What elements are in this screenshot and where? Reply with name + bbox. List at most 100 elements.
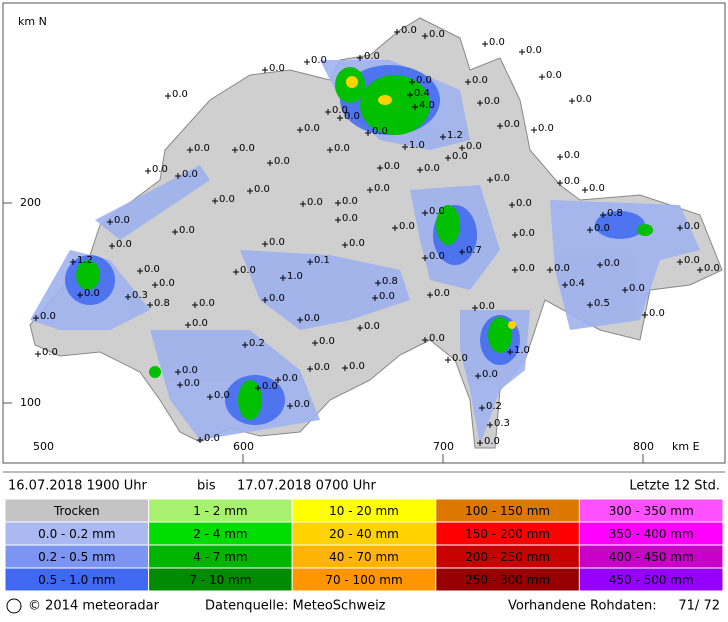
station-marker [365, 130, 371, 136]
station-value: 0.0 [484, 436, 500, 447]
station-value: 0.0 [684, 255, 700, 266]
station-value: 0.0 [429, 206, 445, 217]
station-marker [475, 373, 481, 379]
station-marker [212, 198, 218, 204]
station-marker [77, 292, 83, 298]
station-marker [367, 187, 373, 193]
station-marker [531, 127, 537, 133]
station-value: 4.0 [419, 100, 435, 111]
station-marker [267, 160, 273, 166]
station-value: 0.0 [269, 293, 285, 304]
station-value: 0.0 [564, 150, 580, 161]
station-marker [262, 241, 268, 247]
station-value: 0.8 [382, 276, 398, 287]
station-marker [372, 295, 378, 301]
station-marker [145, 168, 151, 174]
station-value: 0.0 [254, 184, 270, 195]
station-value: 0.0 [332, 105, 348, 116]
station-marker [177, 382, 183, 388]
station-value: 0.0 [84, 288, 100, 299]
station-marker [327, 147, 333, 153]
station-marker [307, 259, 313, 265]
station-value: 0.0 [184, 378, 200, 389]
station-value: 1.2 [77, 255, 93, 266]
legend-label: 2 - 4 mm [193, 527, 247, 541]
station-value: 0.0 [482, 369, 498, 380]
station-value: 0.8 [154, 298, 170, 309]
station-value: 0.2 [249, 338, 265, 349]
station-value: 0.0 [240, 265, 256, 276]
legend-label: 70 - 100 mm [325, 573, 402, 587]
station-value: 0.0 [526, 45, 542, 56]
station-marker [377, 165, 383, 171]
station-value: 0.0 [42, 347, 58, 358]
raw-label: Vorhandene Rohdaten: [508, 599, 657, 614]
station-value: 0.0 [452, 151, 468, 162]
legend-label: 200 - 250 mm [465, 550, 550, 564]
station-marker [357, 55, 363, 61]
station-marker [422, 337, 428, 343]
station-value: 1.0 [409, 140, 425, 151]
station-value: 0.4 [414, 88, 430, 99]
station-value: 0.3 [494, 418, 510, 429]
station-value: 0.8 [607, 208, 623, 219]
legend-label: 0.5 - 1.0 mm [38, 573, 115, 587]
station-marker [445, 357, 451, 363]
legend-swatch [578, 567, 724, 592]
station-marker [172, 229, 178, 235]
station-value: 0.0 [704, 263, 720, 274]
station-value: 0.0 [294, 399, 310, 410]
station-value: 0.2 [486, 401, 502, 412]
station-marker [412, 104, 418, 110]
station-marker [622, 287, 628, 293]
station-value: 0.5 [594, 298, 610, 309]
station-marker [297, 317, 303, 323]
axis-label: 100 [20, 396, 41, 409]
station-value: 0.0 [429, 29, 445, 40]
station-value: 0.0 [172, 89, 188, 100]
station-marker [409, 79, 415, 85]
station-marker [509, 202, 515, 208]
axis-label: 800 [633, 440, 654, 453]
station-marker [335, 217, 341, 223]
station-value: 0.0 [262, 381, 278, 392]
station-marker [569, 98, 575, 104]
station-marker [422, 210, 428, 216]
legend-label: 0.0 - 0.2 mm [38, 527, 115, 541]
station-value: 1.0 [514, 345, 530, 356]
station-marker [262, 297, 268, 303]
legend-label: 450 - 500 mm [609, 573, 694, 587]
station-marker [262, 67, 268, 73]
station-value: 0.0 [416, 75, 432, 86]
station-marker [557, 180, 563, 186]
station-marker [582, 187, 588, 193]
station-marker [242, 342, 248, 348]
station-value: 0.0 [489, 37, 505, 48]
station-marker [207, 394, 213, 400]
station-value: 0.0 [424, 163, 440, 174]
station-marker [312, 340, 318, 346]
station-value: 0.0 [452, 353, 468, 364]
station-marker [192, 302, 198, 308]
station-value: 0.0 [194, 143, 210, 154]
station-value: 0.0 [554, 263, 570, 274]
period-bis: bis [197, 479, 216, 494]
legend-label: 40 - 70 mm [329, 550, 399, 564]
station-marker [562, 282, 568, 288]
station-marker [407, 92, 413, 98]
station-value: 0.0 [484, 96, 500, 107]
station-marker [287, 403, 293, 409]
station-marker [600, 212, 606, 218]
stations: 0.0 0.0 0.0 0.0 0.0 0.0 0.0 0.0 0.0 0.0 0.0 0.44.0 0… [33, 25, 720, 447]
station-value: 0.0 [594, 223, 610, 234]
station-marker [233, 269, 239, 275]
station-value: 0.0 [372, 126, 388, 137]
legend: Trocken 0.0 - 0.2 mm 0.2 - 0.5 mm 0.5 - 1.0… [4, 498, 724, 592]
station-value: 0.3 [132, 290, 148, 301]
station-value: 0.0 [479, 301, 495, 312]
legend-label: 7 - 10 mm [189, 573, 251, 587]
station-value: 0.0 [349, 238, 365, 249]
station-value: 0.0 [364, 51, 380, 62]
station-value: 0.0 [516, 198, 532, 209]
station-value: 0.0 [179, 225, 195, 236]
